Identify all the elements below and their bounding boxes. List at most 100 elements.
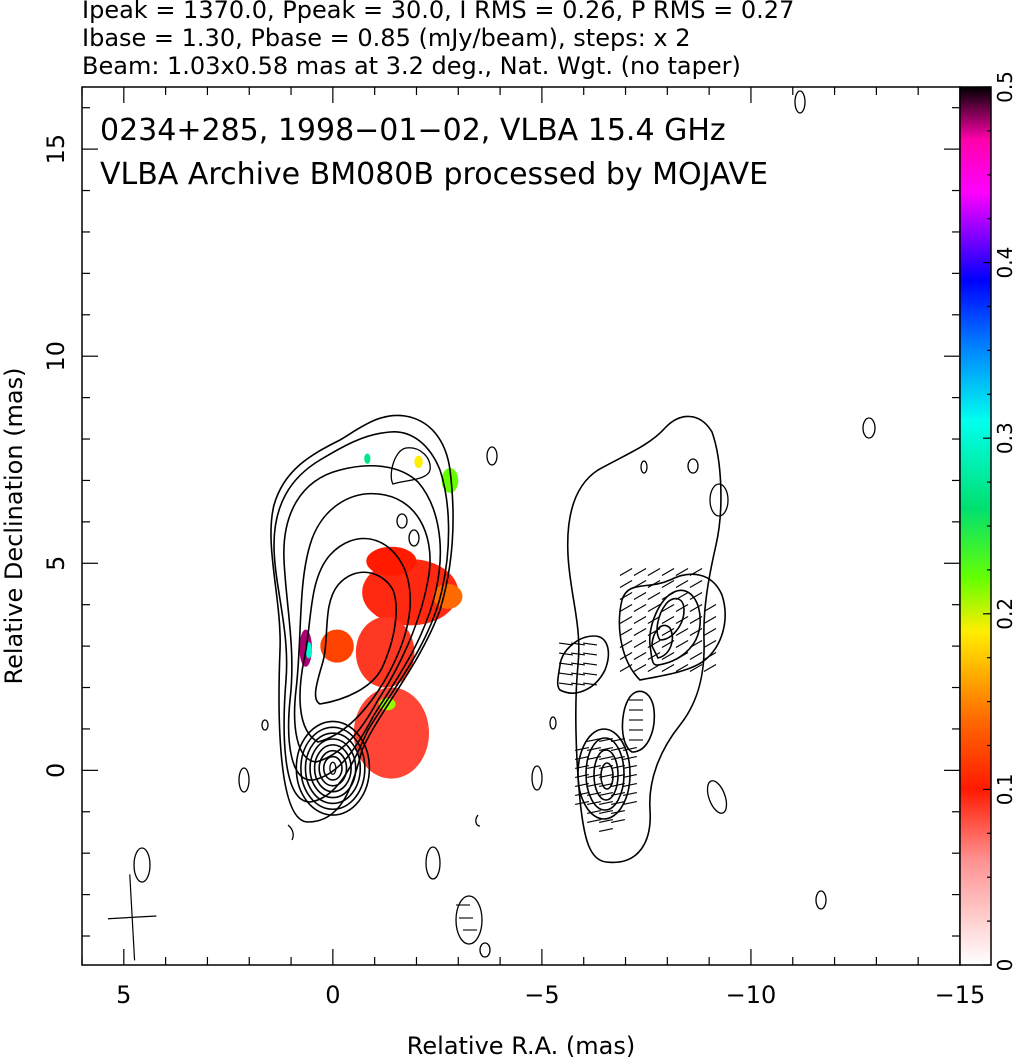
evpa-tick bbox=[647, 628, 661, 636]
evpa-tick bbox=[689, 640, 703, 648]
intensity-contour-noise-6 bbox=[486, 446, 498, 466]
evpa-tick bbox=[599, 783, 613, 787]
evpa-tick bbox=[661, 568, 675, 576]
evpa-tick bbox=[661, 664, 675, 672]
evpa-tick bbox=[689, 628, 703, 636]
polarized-intensity-contours bbox=[556, 415, 729, 864]
evpa-tick bbox=[647, 616, 661, 624]
evpa-tick bbox=[675, 664, 689, 672]
polarized-contour-knot-3 bbox=[709, 483, 729, 517]
polarization-patch bbox=[433, 583, 463, 609]
intensity-contour-noise-12 bbox=[794, 90, 806, 114]
core-contour-rings bbox=[295, 720, 371, 816]
evpa-tick bbox=[675, 568, 689, 576]
intensity-contour-noise-13 bbox=[862, 417, 876, 439]
evpa-tick bbox=[633, 664, 647, 672]
beam-minor-axis bbox=[107, 915, 157, 920]
y-axis: 0 5 10 15 bbox=[42, 107, 960, 937]
intensity-contour-noise-4 bbox=[425, 846, 441, 880]
evpa-tick bbox=[623, 765, 637, 769]
intensity-contour-jet-outermost bbox=[270, 414, 454, 823]
y-tick-label: 0 bbox=[42, 763, 70, 778]
evpa-tick bbox=[661, 616, 675, 624]
evpa-tick bbox=[587, 783, 601, 787]
evpa-tick bbox=[647, 652, 661, 660]
evpa-tick bbox=[633, 604, 647, 612]
evpa-tick bbox=[703, 616, 717, 624]
evpa-tick bbox=[661, 652, 675, 660]
intensity-contour-noise-1 bbox=[261, 719, 269, 731]
evpa-tick bbox=[675, 652, 689, 660]
evpa-tick bbox=[582, 652, 598, 656]
colorbar-tick-label: 0.1 bbox=[993, 773, 1017, 805]
intensity-contour-noise-9 bbox=[475, 814, 481, 827]
evpa-tick bbox=[611, 792, 625, 796]
header-line-2: Ibase = 1.30, Pbase = 0.85 (mJy/beam), s… bbox=[82, 24, 691, 52]
evpa-tick bbox=[599, 756, 613, 760]
polarization-patch bbox=[414, 455, 423, 469]
intensity-contour-noise-11 bbox=[479, 942, 491, 958]
evpa-tick bbox=[633, 592, 647, 600]
polarized-contour-core-2 bbox=[585, 737, 625, 811]
evpa-tick bbox=[675, 580, 689, 588]
evpa-tick bbox=[689, 592, 703, 600]
evpa-tick bbox=[587, 774, 601, 778]
evpa-tick bbox=[647, 604, 661, 612]
evpa-tick bbox=[623, 774, 637, 778]
evpa-tick bbox=[689, 580, 703, 588]
evpa-tick bbox=[611, 783, 625, 787]
evpa-tick bbox=[675, 640, 689, 648]
evpa-tick bbox=[575, 792, 589, 796]
polarized-contour-core-3 bbox=[593, 749, 619, 801]
evpa-tick bbox=[599, 774, 613, 778]
y-tick-label: 15 bbox=[42, 134, 70, 165]
polarization-patch bbox=[320, 629, 354, 663]
evpa-tick bbox=[703, 640, 717, 648]
intensity-contour-noise-2 bbox=[238, 767, 250, 793]
evpa-tick bbox=[619, 604, 633, 612]
polarized-contour-core-1 bbox=[577, 728, 631, 820]
evpa-tick bbox=[647, 592, 661, 600]
total-intensity-contours bbox=[133, 90, 876, 958]
evpa-tick bbox=[623, 792, 637, 796]
polarized-contour-jet-2 bbox=[649, 589, 701, 666]
intensity-contour-noise-10 bbox=[455, 895, 483, 945]
x-tick-label: 0 bbox=[325, 981, 340, 1009]
evpa-tick bbox=[570, 652, 586, 656]
evpa-tick bbox=[558, 642, 574, 646]
evpa-tick bbox=[689, 652, 703, 660]
evpa-tick bbox=[675, 628, 689, 636]
evpa-tick bbox=[661, 592, 675, 600]
x-tick-label: −5 bbox=[524, 981, 559, 1009]
evpa-tick bbox=[661, 628, 675, 636]
evpa-tick bbox=[570, 672, 586, 676]
evpa-tick bbox=[587, 756, 601, 760]
x-axis: 5 0 −5 −10 −15 bbox=[81, 87, 985, 1009]
y-axis-label: Relative Declination (mas) bbox=[0, 367, 28, 684]
evpa-tick bbox=[623, 801, 637, 805]
evpa-tick bbox=[611, 774, 625, 778]
core-contour-ring bbox=[300, 726, 366, 811]
evpa-tick bbox=[633, 640, 647, 648]
colorbar bbox=[960, 87, 991, 965]
evpa-tick bbox=[570, 662, 586, 666]
evpa-tick bbox=[611, 738, 625, 742]
evpa-tick bbox=[599, 801, 613, 805]
x-tick-label: 5 bbox=[116, 981, 131, 1009]
colorbar-tick-label: 0.3 bbox=[993, 422, 1017, 454]
evpa-tick bbox=[599, 810, 613, 814]
intensity-contour-noise-7 bbox=[549, 716, 557, 730]
evpa-tick bbox=[619, 568, 633, 576]
header-line-1: Ipeak = 1370.0, Ppeak = 30.0, I RMS = 0.… bbox=[82, 0, 794, 24]
evpa-tick bbox=[558, 662, 574, 666]
evpa-tick bbox=[582, 642, 598, 646]
core-contour-ring bbox=[313, 744, 352, 793]
evpa-tick bbox=[587, 810, 601, 814]
evpa-tick bbox=[599, 819, 613, 823]
y-tick-label: 5 bbox=[42, 556, 70, 571]
polarized-contour-outermost bbox=[566, 415, 722, 864]
evpa-tick bbox=[633, 580, 647, 588]
evpa-tick bbox=[703, 652, 717, 660]
evpa-tick bbox=[661, 640, 675, 648]
